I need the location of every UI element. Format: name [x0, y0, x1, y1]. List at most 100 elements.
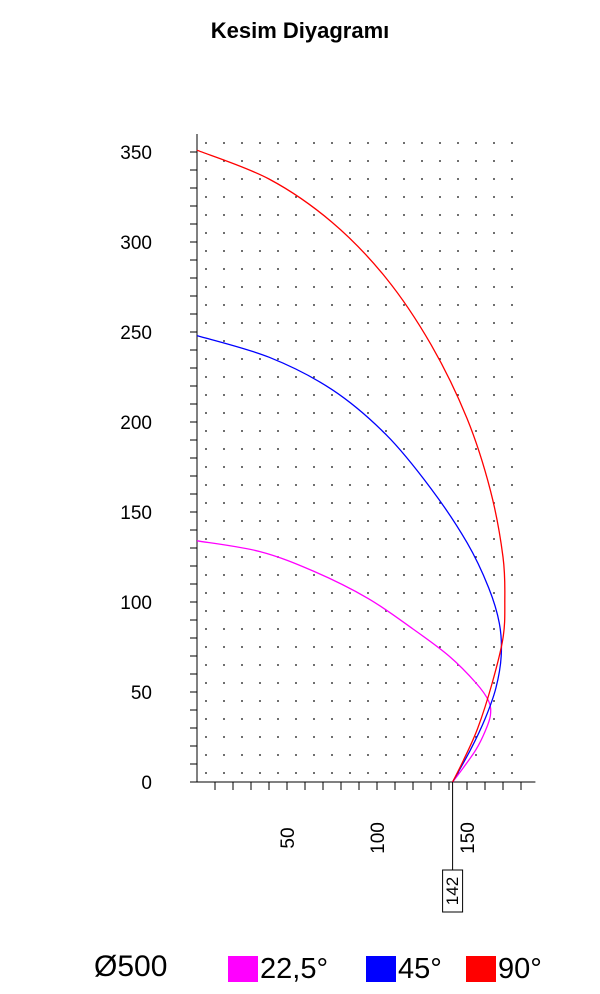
x-tick-label: 50	[278, 827, 299, 848]
grid-dot	[457, 736, 459, 738]
grid-dot	[295, 250, 297, 252]
grid-dot	[313, 610, 315, 612]
grid-dot	[385, 376, 387, 378]
grid-dot	[439, 232, 441, 234]
grid-dot	[349, 646, 351, 648]
grid-dot	[223, 304, 225, 306]
grid-dot	[349, 214, 351, 216]
grid-dot	[313, 196, 315, 198]
grid-dot	[349, 736, 351, 738]
grid-dot	[259, 484, 261, 486]
grid-dot	[331, 556, 333, 558]
grid-dot	[403, 682, 405, 684]
grid-dot	[349, 394, 351, 396]
y-tick-label: 0	[141, 773, 152, 794]
grid-dot	[475, 664, 477, 666]
grid-dot	[493, 358, 495, 360]
grid-dot	[259, 376, 261, 378]
grid-dot	[385, 412, 387, 414]
grid-dot	[223, 268, 225, 270]
grid-dot	[385, 268, 387, 270]
grid-dot	[385, 610, 387, 612]
grid-dot	[331, 574, 333, 576]
grid-dot	[367, 736, 369, 738]
grid-dot	[205, 340, 207, 342]
legend-label: 45°	[398, 953, 442, 985]
grid-dot	[367, 178, 369, 180]
grid-dot	[205, 718, 207, 720]
grid-dot	[295, 232, 297, 234]
grid-dot	[241, 502, 243, 504]
grid-dot	[313, 160, 315, 162]
grid-dot	[367, 304, 369, 306]
grid-dot	[367, 682, 369, 684]
grid-dot	[367, 502, 369, 504]
grid-dot	[511, 394, 513, 396]
grid-dot	[277, 304, 279, 306]
grid-dot	[331, 448, 333, 450]
grid-dot	[457, 448, 459, 450]
grid-dot	[367, 628, 369, 630]
grid-dot	[349, 322, 351, 324]
grid-dot	[205, 448, 207, 450]
grid-dot	[295, 592, 297, 594]
grid-dot	[331, 412, 333, 414]
cutting-diagram-chart: 0 50 100 150 200 250 300 350 50 100 150 142	[120, 134, 536, 913]
grid-dot	[457, 178, 459, 180]
grid-dot	[511, 718, 513, 720]
grid-dot	[403, 700, 405, 702]
grid-dot	[349, 520, 351, 522]
grid-dot	[367, 700, 369, 702]
grid-dot	[331, 754, 333, 756]
grid-dot	[403, 160, 405, 162]
grid-dot	[295, 394, 297, 396]
grid-dot	[475, 178, 477, 180]
grid-dot	[277, 592, 279, 594]
grid-dot	[439, 358, 441, 360]
grid-dot	[493, 376, 495, 378]
grid-dot	[349, 754, 351, 756]
grid-dot	[475, 322, 477, 324]
grid-dot	[493, 142, 495, 144]
grid-dot	[223, 520, 225, 522]
grid-dot	[367, 754, 369, 756]
grid-dot	[439, 484, 441, 486]
grid-dot	[475, 574, 477, 576]
grid-dot	[331, 232, 333, 234]
grid-dot	[385, 484, 387, 486]
grid-dot	[403, 250, 405, 252]
grid-dot	[403, 502, 405, 504]
series-line-45	[196, 334, 503, 783]
grid-dot	[259, 538, 261, 540]
grid-dot	[277, 268, 279, 270]
grid-dot	[367, 394, 369, 396]
grid-dot	[205, 394, 207, 396]
grid-dot	[493, 448, 495, 450]
grid-dot	[223, 214, 225, 216]
grid-dot	[277, 250, 279, 252]
grid-dot	[403, 646, 405, 648]
grid-dot	[421, 718, 423, 720]
grid-dot	[475, 250, 477, 252]
legend-swatch-red	[466, 956, 496, 982]
grid-dot	[475, 376, 477, 378]
grid-dot	[385, 700, 387, 702]
grid-dot	[457, 340, 459, 342]
grid-dot	[259, 736, 261, 738]
grid-dot	[349, 574, 351, 576]
grid-dot	[295, 412, 297, 414]
grid-dot	[475, 304, 477, 306]
grid-dot	[421, 700, 423, 702]
grid-dot	[241, 448, 243, 450]
grid-dot	[511, 664, 513, 666]
grid-dot	[439, 466, 441, 468]
grid-dot	[205, 682, 207, 684]
grid-dot	[295, 178, 297, 180]
grid-dot	[241, 340, 243, 342]
grid-dot	[349, 304, 351, 306]
grid-dot	[511, 214, 513, 216]
grid-dot	[349, 700, 351, 702]
grid-dot	[421, 610, 423, 612]
grid-dot	[385, 646, 387, 648]
grid-dot	[259, 610, 261, 612]
